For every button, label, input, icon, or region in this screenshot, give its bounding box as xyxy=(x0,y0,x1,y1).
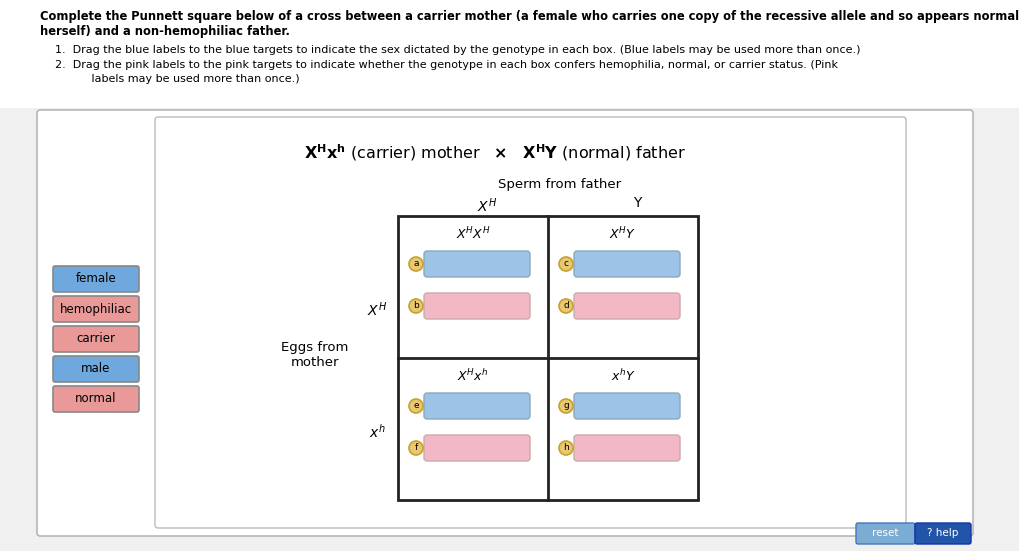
Bar xyxy=(397,216,697,500)
Circle shape xyxy=(558,399,573,413)
FancyBboxPatch shape xyxy=(914,523,970,544)
Text: $X^H Y$: $X^H Y$ xyxy=(608,226,636,242)
Text: male: male xyxy=(82,363,111,375)
Text: Y: Y xyxy=(632,196,641,210)
FancyBboxPatch shape xyxy=(424,393,530,419)
Text: labels may be used more than once.): labels may be used more than once.) xyxy=(67,74,300,84)
Text: mother: mother xyxy=(290,356,339,370)
FancyBboxPatch shape xyxy=(53,296,139,322)
Text: c: c xyxy=(562,260,568,268)
FancyBboxPatch shape xyxy=(574,251,680,277)
Text: e: e xyxy=(413,402,419,410)
Text: b: b xyxy=(413,301,419,311)
FancyBboxPatch shape xyxy=(53,266,139,292)
Text: normal: normal xyxy=(75,392,116,406)
Text: $X^H x^h$: $X^H x^h$ xyxy=(457,368,488,384)
FancyBboxPatch shape xyxy=(424,293,530,319)
FancyBboxPatch shape xyxy=(37,110,972,536)
Text: herself) and a non-hemophiliac father.: herself) and a non-hemophiliac father. xyxy=(40,25,289,38)
Text: Eggs from: Eggs from xyxy=(281,342,348,354)
FancyBboxPatch shape xyxy=(53,386,139,412)
Text: reset: reset xyxy=(871,528,898,538)
Circle shape xyxy=(409,299,423,313)
Text: carrier: carrier xyxy=(76,332,115,345)
Text: 1.  Drag the blue labels to the blue targets to indicate the sex dictated by the: 1. Drag the blue labels to the blue targ… xyxy=(55,45,860,55)
Text: g: g xyxy=(562,402,569,410)
Text: Complete the Punnett square below of a cross between a carrier mother (a female : Complete the Punnett square below of a c… xyxy=(40,10,1018,23)
Text: 2.  Drag the pink labels to the pink targets to indicate whether the genotype in: 2. Drag the pink labels to the pink targ… xyxy=(55,60,838,70)
FancyBboxPatch shape xyxy=(53,356,139,382)
FancyBboxPatch shape xyxy=(424,435,530,461)
FancyBboxPatch shape xyxy=(0,0,1019,108)
FancyBboxPatch shape xyxy=(855,523,914,544)
FancyBboxPatch shape xyxy=(424,251,530,277)
Text: ? help: ? help xyxy=(926,528,958,538)
FancyBboxPatch shape xyxy=(574,435,680,461)
Text: a: a xyxy=(413,260,419,268)
Text: $x^h Y$: $x^h Y$ xyxy=(610,368,635,384)
Text: d: d xyxy=(562,301,569,311)
Text: $X^H$: $X^H$ xyxy=(367,301,386,319)
FancyBboxPatch shape xyxy=(155,117,905,528)
Text: hemophiliac: hemophiliac xyxy=(60,302,131,316)
Text: h: h xyxy=(562,444,569,452)
Text: $x^h$: $x^h$ xyxy=(368,423,385,441)
Text: $X^H$: $X^H$ xyxy=(477,196,496,214)
FancyBboxPatch shape xyxy=(53,326,139,352)
Circle shape xyxy=(409,441,423,455)
Text: $X^H X^H$: $X^H X^H$ xyxy=(455,226,490,242)
Text: Sperm from father: Sperm from father xyxy=(498,178,621,191)
Text: female: female xyxy=(75,273,116,285)
FancyBboxPatch shape xyxy=(574,293,680,319)
Circle shape xyxy=(558,441,573,455)
Circle shape xyxy=(558,299,573,313)
FancyBboxPatch shape xyxy=(574,393,680,419)
Circle shape xyxy=(409,399,423,413)
Circle shape xyxy=(558,257,573,271)
Text: f: f xyxy=(414,444,417,452)
Circle shape xyxy=(409,257,423,271)
Text: $\mathbf{X^H x^h}$ (carrier) mother   $\mathbf{\times}$   $\mathbf{X^H Y}$ (norm: $\mathbf{X^H x^h}$ (carrier) mother $\ma… xyxy=(304,142,686,163)
